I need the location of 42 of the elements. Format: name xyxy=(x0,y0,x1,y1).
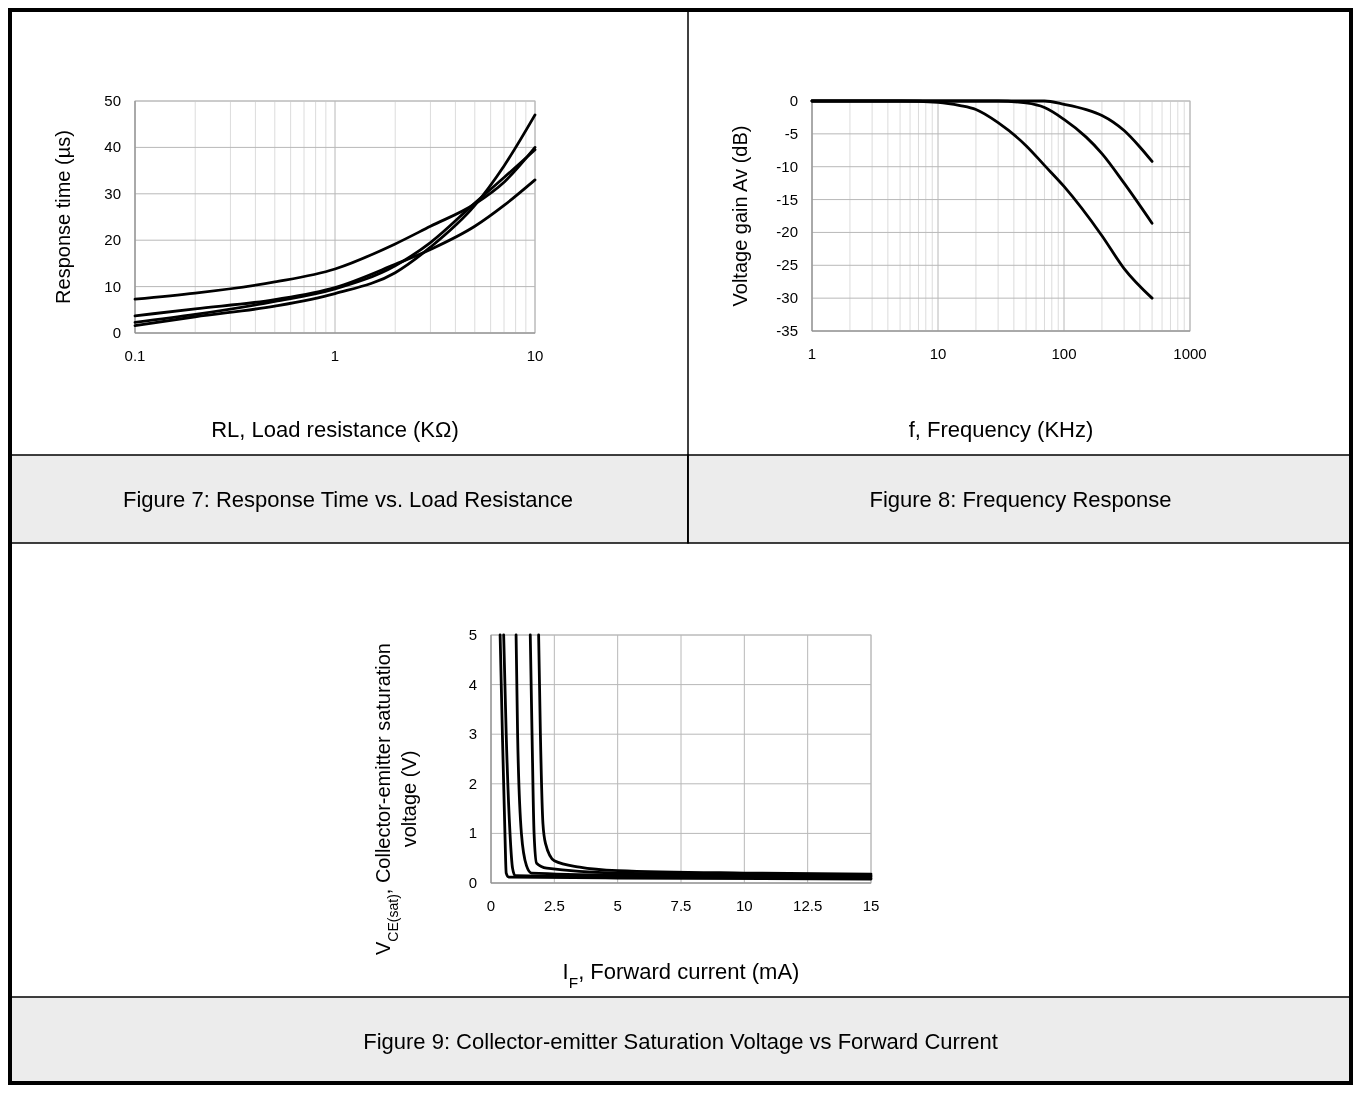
y-axis-title: Response time (µs) xyxy=(52,130,74,304)
x-tick-label: 100 xyxy=(1051,345,1077,362)
x-tick-label: 0.1 xyxy=(124,347,146,364)
y-tick-label: 5 xyxy=(468,626,477,643)
y-tick-label: -20 xyxy=(776,223,798,241)
y-tick-label: -35 xyxy=(776,322,798,339)
text: Figure 8: Frequency Response xyxy=(869,487,1172,512)
y-tick-label: 0 xyxy=(112,324,121,341)
x-tick-label: 10 xyxy=(526,347,544,364)
x-tick-label: 15 xyxy=(862,897,880,914)
y-tick-label: -25 xyxy=(776,256,798,274)
y-tick-label: 30 xyxy=(104,184,121,202)
x-axis-title: I$_{F}$, Forward current (mA) xyxy=(562,959,800,991)
x-tick-label: 1 xyxy=(807,345,817,362)
y-tick-label: -15 xyxy=(776,190,798,208)
x-tick-label: 1000 xyxy=(1173,345,1207,362)
x-tick-label: 5 xyxy=(613,897,622,914)
x-tick-label: 10 xyxy=(929,345,947,362)
y-tick-label: 3 xyxy=(468,725,477,743)
y-tick-label: -5 xyxy=(784,124,798,142)
x-tick-label: 12.5 xyxy=(793,897,823,914)
x-axis-title: RL, Load resistance (KΩ) xyxy=(211,417,459,442)
y-axis-title: Voltage gain Av (dB) xyxy=(729,125,751,307)
y-tick-label: -30 xyxy=(776,289,798,307)
y-tick-label: 40 xyxy=(104,138,121,156)
y-tick-label: 50 xyxy=(104,92,121,109)
x-tick-label: 7.5 xyxy=(670,897,692,914)
x-axis-title: f, Frequency (KHz) xyxy=(908,417,1094,442)
y-tick-label: 10 xyxy=(104,277,121,295)
text: Figure 7: Response Time vs. Load Resistance xyxy=(122,487,574,512)
x-tick-label: 1 xyxy=(330,347,340,364)
text: Figure 9: Collector-emitter Saturation Voltage vs Forward Current xyxy=(363,1029,998,1054)
y-tick-label: 4 xyxy=(468,675,477,693)
y-tick-label: 2 xyxy=(468,774,477,792)
y-tick-label: 1 xyxy=(468,824,477,842)
x-tick-label: 0 xyxy=(486,897,496,914)
x-tick-label: 2.5 xyxy=(543,897,565,914)
y-tick-label: 20 xyxy=(104,231,121,249)
y-tick-label: 0 xyxy=(789,92,798,109)
y-tick-label: 0 xyxy=(468,874,477,891)
x-tick-label: 10 xyxy=(735,897,753,914)
y-tick-label: -10 xyxy=(776,157,798,175)
